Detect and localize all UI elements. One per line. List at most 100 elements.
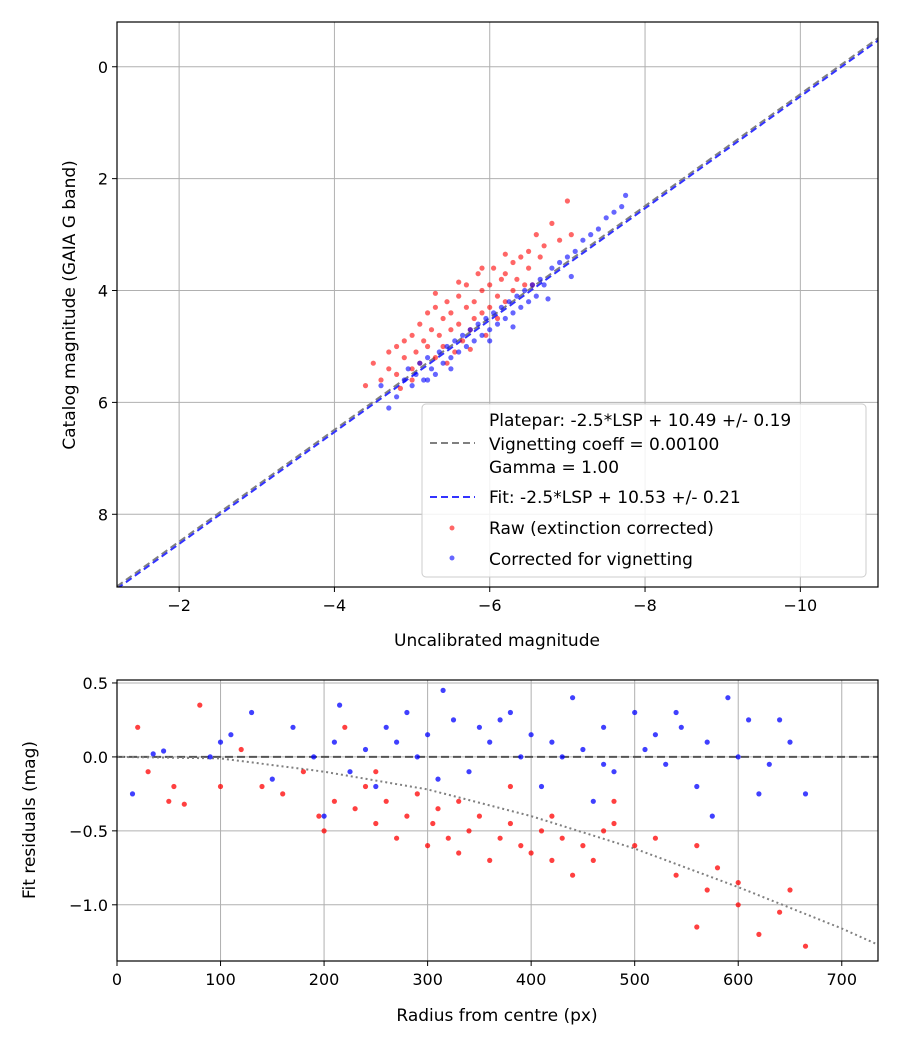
- corrected-point: [518, 754, 524, 760]
- x-tick-label: −6: [478, 596, 502, 615]
- raw-point: [549, 857, 555, 864]
- corrected-point: [435, 776, 441, 782]
- corrected-point: [632, 709, 638, 716]
- corrected-point: [386, 405, 392, 411]
- raw-point: [479, 265, 485, 271]
- raw-point: [217, 783, 224, 790]
- raw-point: [409, 366, 415, 372]
- raw-point: [440, 315, 446, 322]
- raw-point: [694, 924, 700, 930]
- corrected-point: [537, 276, 543, 282]
- corrected-point: [777, 717, 783, 723]
- raw-point: [526, 248, 532, 254]
- raw-point: [510, 259, 516, 266]
- raw-point: [166, 798, 172, 804]
- raw-point: [507, 783, 513, 790]
- raw-point: [342, 724, 348, 730]
- corrected-point: [347, 769, 353, 775]
- corrected-point: [601, 761, 607, 767]
- corrected-point: [507, 709, 513, 716]
- raw-point: [538, 828, 545, 834]
- x-tick-label: 600: [723, 970, 754, 989]
- corrected-point: [603, 215, 609, 221]
- corrected-point: [541, 282, 547, 288]
- corrected-point: [559, 754, 565, 760]
- corrected-point: [321, 813, 327, 819]
- raw-point: [444, 299, 450, 305]
- corrected-point: [497, 717, 503, 723]
- raw-point: [370, 360, 376, 366]
- raw-point: [417, 321, 423, 327]
- raw-point: [259, 783, 265, 790]
- corrected-point: [568, 273, 574, 280]
- corrected-point: [476, 724, 482, 730]
- corrected-point: [709, 813, 715, 819]
- bottom-scatter-points: [129, 687, 809, 949]
- raw-point: [652, 835, 659, 841]
- raw-point: [409, 377, 415, 383]
- raw-point: [487, 304, 493, 310]
- raw-point: [456, 798, 462, 804]
- raw-point: [394, 343, 400, 350]
- raw-point: [397, 385, 403, 391]
- raw-point: [502, 251, 508, 257]
- top-scatter-points: [362, 192, 629, 411]
- bottom-plot-frame: [116, 679, 879, 962]
- raw-point: [476, 813, 482, 819]
- corrected-point: [421, 377, 427, 383]
- raw-point: [479, 287, 485, 294]
- corrected-point: [440, 687, 446, 694]
- raw-point: [502, 299, 508, 305]
- legend: Platepar: -2.5*LSP + 10.49 +/- 0.19 Vign…: [421, 403, 867, 578]
- raw-point: [487, 282, 493, 288]
- calibration-plot: −2 −4 −6 −8 −10 0 2 4 6 8 Uncalibrated magnitude…: [60, 21, 879, 651]
- corrected-point: [611, 209, 617, 215]
- raw-point: [632, 843, 638, 849]
- corrected-point: [428, 366, 435, 372]
- y-tick-label: 8: [98, 505, 108, 524]
- corrected-point: [601, 724, 607, 730]
- raw-point: [401, 355, 407, 361]
- corrected-point: [510, 310, 516, 316]
- raw-point: [564, 198, 571, 204]
- raw-point: [777, 909, 783, 915]
- corrected-point: [787, 739, 793, 745]
- raw-point: [735, 902, 741, 908]
- raw-point: [580, 843, 586, 849]
- corrected-point: [207, 754, 213, 760]
- corrected-point: [766, 761, 772, 767]
- raw-point: [491, 265, 497, 271]
- raw-point: [383, 798, 389, 804]
- corrected-point: [425, 732, 431, 738]
- corrected-point: [611, 769, 617, 775]
- raw-point: [414, 791, 420, 797]
- corrected-point: [580, 237, 586, 243]
- raw-point: [541, 243, 547, 249]
- y-tick-label: −0.5: [69, 822, 108, 841]
- raw-point: [435, 806, 441, 812]
- raw-point: [756, 931, 762, 938]
- raw-point: [448, 310, 454, 316]
- raw-point: [409, 332, 415, 338]
- legend-platepar-line1: Platepar: -2.5*LSP + 10.49 +/- 0.19: [489, 411, 791, 431]
- corrected-point: [725, 695, 731, 701]
- corrected-point: [456, 349, 462, 355]
- corrected-point: [526, 299, 532, 305]
- corrected-point: [471, 338, 477, 344]
- raw-point: [673, 872, 679, 878]
- raw-point: [694, 843, 700, 849]
- raw-point: [145, 769, 151, 775]
- raw-point: [445, 835, 451, 841]
- raw-point: [494, 293, 501, 299]
- raw-point: [362, 783, 369, 790]
- corrected-point: [510, 324, 516, 330]
- raw-point: [197, 702, 203, 708]
- raw-point: [440, 343, 446, 350]
- corrected-point: [678, 724, 684, 730]
- raw-point: [497, 835, 503, 841]
- corrected-point: [373, 783, 379, 790]
- raw-point: [487, 857, 493, 864]
- bottom-y-axis-title: Fit residuals (mag): [20, 741, 40, 899]
- corrected-point: [642, 746, 648, 753]
- raw-point: [280, 791, 286, 797]
